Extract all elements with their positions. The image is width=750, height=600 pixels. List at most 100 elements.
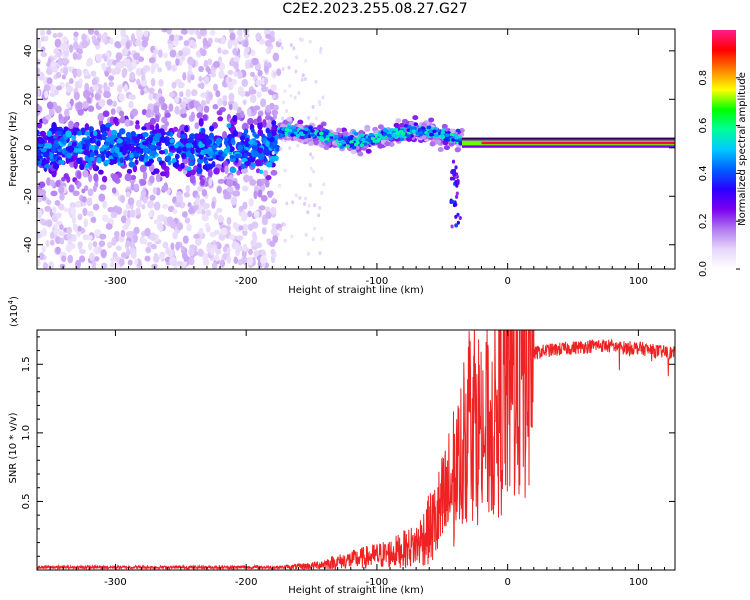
spectrogram-cell	[104, 141, 111, 146]
spectrogram-cell	[162, 52, 169, 59]
spectrogram-cell	[153, 105, 160, 114]
spectrogram-cell	[135, 120, 140, 126]
spectrogram-cell	[53, 228, 61, 234]
spectrogram-cell	[115, 52, 123, 61]
spectrogram-cell	[434, 133, 439, 138]
spectrogram-cell	[43, 159, 50, 165]
spectrogram-cell	[253, 105, 261, 111]
spectrogram-cell	[384, 141, 391, 147]
spectrogram-cell	[198, 141, 203, 149]
spectrogram-cell	[43, 84, 51, 92]
spectrogram-cell	[121, 48, 129, 57]
spectrogram-cell	[125, 231, 133, 238]
spectrogram-cell	[361, 137, 366, 142]
spectrogram-cell	[71, 215, 77, 225]
spectrogram-cell	[100, 249, 107, 258]
spectrogram-cell	[114, 41, 120, 48]
spectrogram-cell	[190, 169, 196, 176]
spectrogram-cell	[155, 173, 161, 183]
spectrogram-cell	[256, 91, 262, 99]
spectrogram-cell	[60, 42, 68, 52]
spectrogram-cell	[123, 209, 128, 218]
spectrogram-cell	[177, 81, 185, 89]
spectrogram-cell	[285, 201, 289, 206]
spectrogram-cell	[80, 140, 87, 146]
spectrogram-cell	[46, 29, 52, 35]
spectrogram-cell	[72, 69, 78, 79]
spectrogram-cell	[61, 255, 67, 263]
spectrogram-cell	[245, 137, 250, 142]
spectrogram-cell	[370, 136, 376, 141]
spectrogram-cell	[73, 36, 79, 42]
spectrogram-cell	[219, 259, 226, 268]
spectrogram-cell	[237, 35, 243, 42]
spectrogram-cell	[110, 257, 116, 263]
spectrogram-cell	[125, 41, 131, 50]
spectrogram-cell	[249, 94, 257, 104]
spectrogram-cell	[176, 222, 184, 231]
spectrogram-cell	[114, 146, 120, 154]
spectrogram-cell	[243, 91, 251, 97]
spectrogram-cell	[256, 115, 262, 124]
spectrogram-cell	[138, 31, 144, 38]
spectrogram-cell	[303, 77, 307, 82]
spectrogram-cell	[281, 116, 285, 121]
spectrogram-cell	[279, 227, 283, 232]
spectrogram-cell	[314, 79, 318, 84]
spectrogram-cell	[88, 126, 95, 132]
spectrogram-cell	[106, 58, 112, 68]
spectrogram-cell	[52, 163, 60, 170]
spectrogram-cell	[218, 70, 225, 79]
spectrogram-cell	[187, 73, 192, 83]
spectrogram-cell	[72, 129, 78, 136]
spectrogram-cell	[107, 66, 112, 74]
spectrogram-cell	[81, 39, 89, 49]
spectrogram-cell	[210, 247, 215, 256]
spectrogram-cell	[79, 163, 85, 171]
spectrogram-cell	[142, 132, 149, 138]
spectrogram-cell	[209, 125, 215, 132]
spectrogram-cell	[81, 196, 87, 203]
spectrogram-cell	[50, 146, 57, 153]
spectrogram-cell	[185, 142, 192, 149]
spectrogram-cell	[128, 161, 136, 168]
spectrogram-cell	[386, 133, 392, 138]
snr-y-tick-label: 0.5	[21, 493, 32, 509]
spectrogram-cell	[46, 177, 51, 186]
spectrogram-cell	[87, 159, 93, 167]
spectrogram-cell	[101, 175, 108, 183]
spectrogram-cell	[86, 59, 92, 67]
spectrogram-cell	[152, 187, 157, 195]
spectrogram-cell	[83, 89, 91, 99]
spectrogram-cell	[241, 211, 249, 220]
spectrogram-cell	[458, 215, 462, 220]
spectrogram-cell	[120, 215, 127, 224]
spectrogram-cell	[98, 169, 104, 175]
spectrogram-cell	[38, 138, 46, 145]
spectrogram-cell	[196, 185, 204, 192]
spectrogram-cell	[195, 197, 200, 205]
spectrogram-cell	[170, 242, 175, 251]
spectrogram-cell	[276, 232, 280, 237]
spectrogram-cell	[132, 234, 138, 243]
spectrogram-cell	[97, 88, 103, 95]
spectrogram-cell	[222, 95, 228, 101]
spectrogram-x-tick-label: -200	[235, 276, 258, 287]
spectrogram-cell	[179, 108, 187, 115]
spectrogram-cell	[300, 77, 304, 82]
spectrogram-cell	[87, 234, 93, 241]
spectrogram-cell	[127, 197, 135, 206]
spectrogram-cell	[113, 116, 119, 124]
spectrogram-cell	[241, 78, 248, 87]
spectrogram-cell	[44, 205, 52, 212]
spectrogram-cell	[456, 181, 460, 186]
spectrogram-cell	[222, 246, 228, 253]
spectrogram-cell	[253, 250, 260, 256]
spectrogram-cell	[135, 39, 142, 47]
spectrogram-cell	[130, 182, 135, 191]
spectrogram-cell	[91, 138, 96, 144]
spectrogram-cell	[452, 203, 457, 208]
spectrogram-cell	[243, 152, 248, 158]
spectrogram-cell	[61, 74, 66, 80]
spectrogram-cell	[70, 207, 77, 216]
